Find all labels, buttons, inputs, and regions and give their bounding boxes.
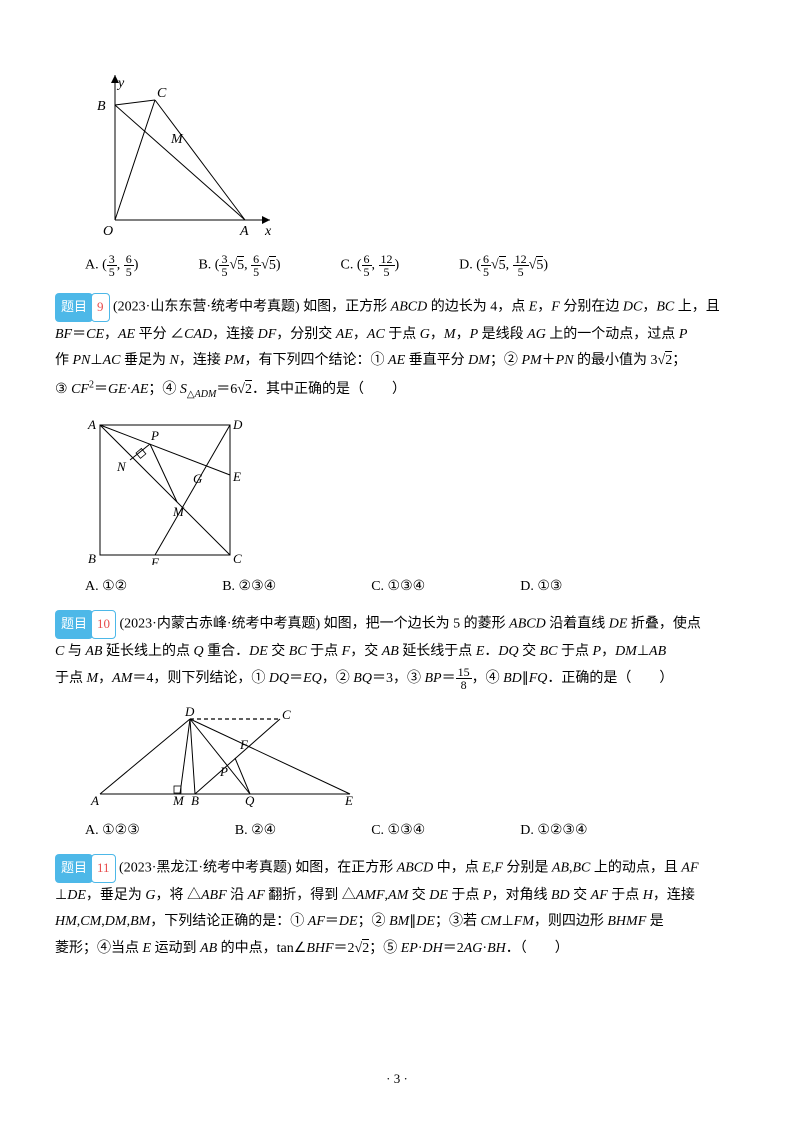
svg-text:C: C — [233, 551, 242, 565]
q10-text2: C 与 AB 延长线上的点 Q 重合．DE 交 BC 于点 F，交 AB 延长线… — [55, 644, 666, 659]
svg-text:D: D — [184, 704, 195, 719]
svg-text:B: B — [191, 793, 199, 808]
svg-text:M: M — [172, 504, 185, 519]
badge-label-11: 题目 — [55, 854, 93, 883]
badge-num-10: 10 — [91, 610, 116, 639]
options-top: A. (35, 65) B. (35√5, 65√5) C. (65, 125)… — [85, 253, 739, 278]
svg-text:C: C — [282, 707, 291, 722]
svg-text:G: G — [193, 471, 203, 486]
q11-text1: 如图，在正方形 ABCD 中，点 E,F 分别是 AB,BC 上的动点，且 AF — [295, 861, 698, 876]
badge-num-9: 9 — [91, 293, 110, 322]
options-q10: A. ①②③ B. ②④ C. ①③④ D. ①②③④ — [85, 822, 739, 839]
svg-text:F: F — [150, 555, 160, 565]
q11-source: (2023·黑龙江·统考中考真题) — [119, 861, 292, 876]
svg-text:P: P — [219, 764, 228, 779]
option-C: C. (65, 125) — [341, 253, 400, 278]
q9-option-C: C. ①③④ — [371, 578, 425, 595]
options-q9: A. ①② B. ②③④ C. ①③④ D. ①③ — [85, 578, 739, 595]
svg-text:N: N — [116, 459, 127, 474]
q9-text2: BF＝CE，AE 平分 ∠CAD，连接 DF，分别交 AE，AC 于点 G，M，… — [55, 327, 687, 342]
badge-num-11: 11 — [91, 854, 116, 883]
q9-text3: 作 PN⊥AC 垂足为 N，连接 PM，有下列四个结论：① AE 垂直平分 DM… — [55, 351, 686, 368]
q11-text4: 菱形；④当点 E 运动到 AB 的中点，tan∠BHF＝2√2；⑤ EP·DH＝… — [55, 939, 569, 956]
q9-text1: 如图，正方形 ABCD 的边长为 4，点 E，F 分别在边 DC，BC 上，且 — [303, 300, 720, 315]
q9-text4: ③ CF2＝GE·AE；④ S△ADM＝6√2．其中正确的是（ ） — [55, 382, 406, 397]
figure-q9: A D P N G E M B F C — [85, 415, 739, 570]
svg-text:A: A — [90, 793, 99, 808]
label-y: y — [116, 76, 125, 91]
svg-text:Q: Q — [245, 793, 255, 808]
coord-figure: y B C M O A x — [85, 65, 280, 240]
q10-source: (2023·内蒙古赤峰·统考中考真题) — [120, 617, 321, 632]
label-B: B — [97, 99, 106, 114]
option-A: A. (35, 65) — [85, 253, 138, 278]
svg-text:E: E — [344, 793, 353, 808]
square-figure: A D P N G E M B F C — [85, 415, 260, 565]
problem-11: 题目11 (2023·黑龙江·统考中考真题) 如图，在正方形 ABCD 中，点 … — [55, 854, 739, 962]
figure-q10: D C F P A M B Q E — [85, 704, 739, 814]
q10-option-D: D. ①②③④ — [520, 822, 587, 839]
svg-text:M: M — [172, 793, 185, 808]
option-D: D. (65√5, 125√5) — [459, 253, 548, 278]
q9-option-D: D. ①③ — [520, 578, 562, 595]
badge-label-10: 题目 — [55, 610, 93, 639]
label-C: C — [157, 86, 167, 101]
svg-text:E: E — [232, 469, 241, 484]
svg-text:P: P — [150, 428, 159, 443]
badge-label-9: 题目 — [55, 293, 93, 322]
page-number: · 3 · — [0, 1071, 794, 1087]
svg-text:A: A — [87, 417, 96, 432]
q9-option-B: B. ②③④ — [222, 578, 276, 595]
problem-9: 题目9 (2023·山东东营·统考中考真题) 如图，正方形 ABCD 的边长为 … — [55, 293, 739, 403]
label-A: A — [239, 224, 249, 239]
q9-option-A: A. ①② — [85, 578, 127, 595]
problem-10: 题目10 (2023·内蒙古赤峰·统考中考真题) 如图，把一个边长为 5 的菱形… — [55, 610, 739, 692]
q10-text3: 于点 M，AM＝4，则下列结论，① DQ＝EQ，② BQ＝3，③ BP＝158，… — [55, 671, 673, 686]
q11-text3: HM,CM,DM,BM，下列结论正确的是：① AF＝DE；② BM∥DE；③若 … — [55, 914, 664, 929]
q10-option-A: A. ①②③ — [85, 822, 140, 839]
q9-source: (2023·山东东营·统考中考真题) — [113, 300, 300, 315]
option-B: B. (35√5, 65√5) — [198, 253, 280, 278]
q10-option-C: C. ①③④ — [371, 822, 425, 839]
rhombus-figure: D C F P A M B Q E — [85, 704, 365, 809]
q11-text2: ⊥DE，垂足为 G，将 △ABF 沿 AF 翻折，得到 △AMF,AM 交 DE… — [55, 888, 695, 903]
q10-option-B: B. ②④ — [235, 822, 276, 839]
svg-text:B: B — [88, 551, 96, 565]
svg-text:D: D — [232, 417, 243, 432]
figure-q8: y B C M O A x — [85, 65, 739, 245]
label-O: O — [103, 224, 113, 239]
label-M: M — [170, 132, 184, 147]
label-x: x — [264, 224, 272, 239]
svg-text:F: F — [239, 737, 249, 752]
q10-text1: 如图，把一个边长为 5 的菱形 ABCD 沿着直线 DE 折叠，使点 — [324, 617, 701, 632]
